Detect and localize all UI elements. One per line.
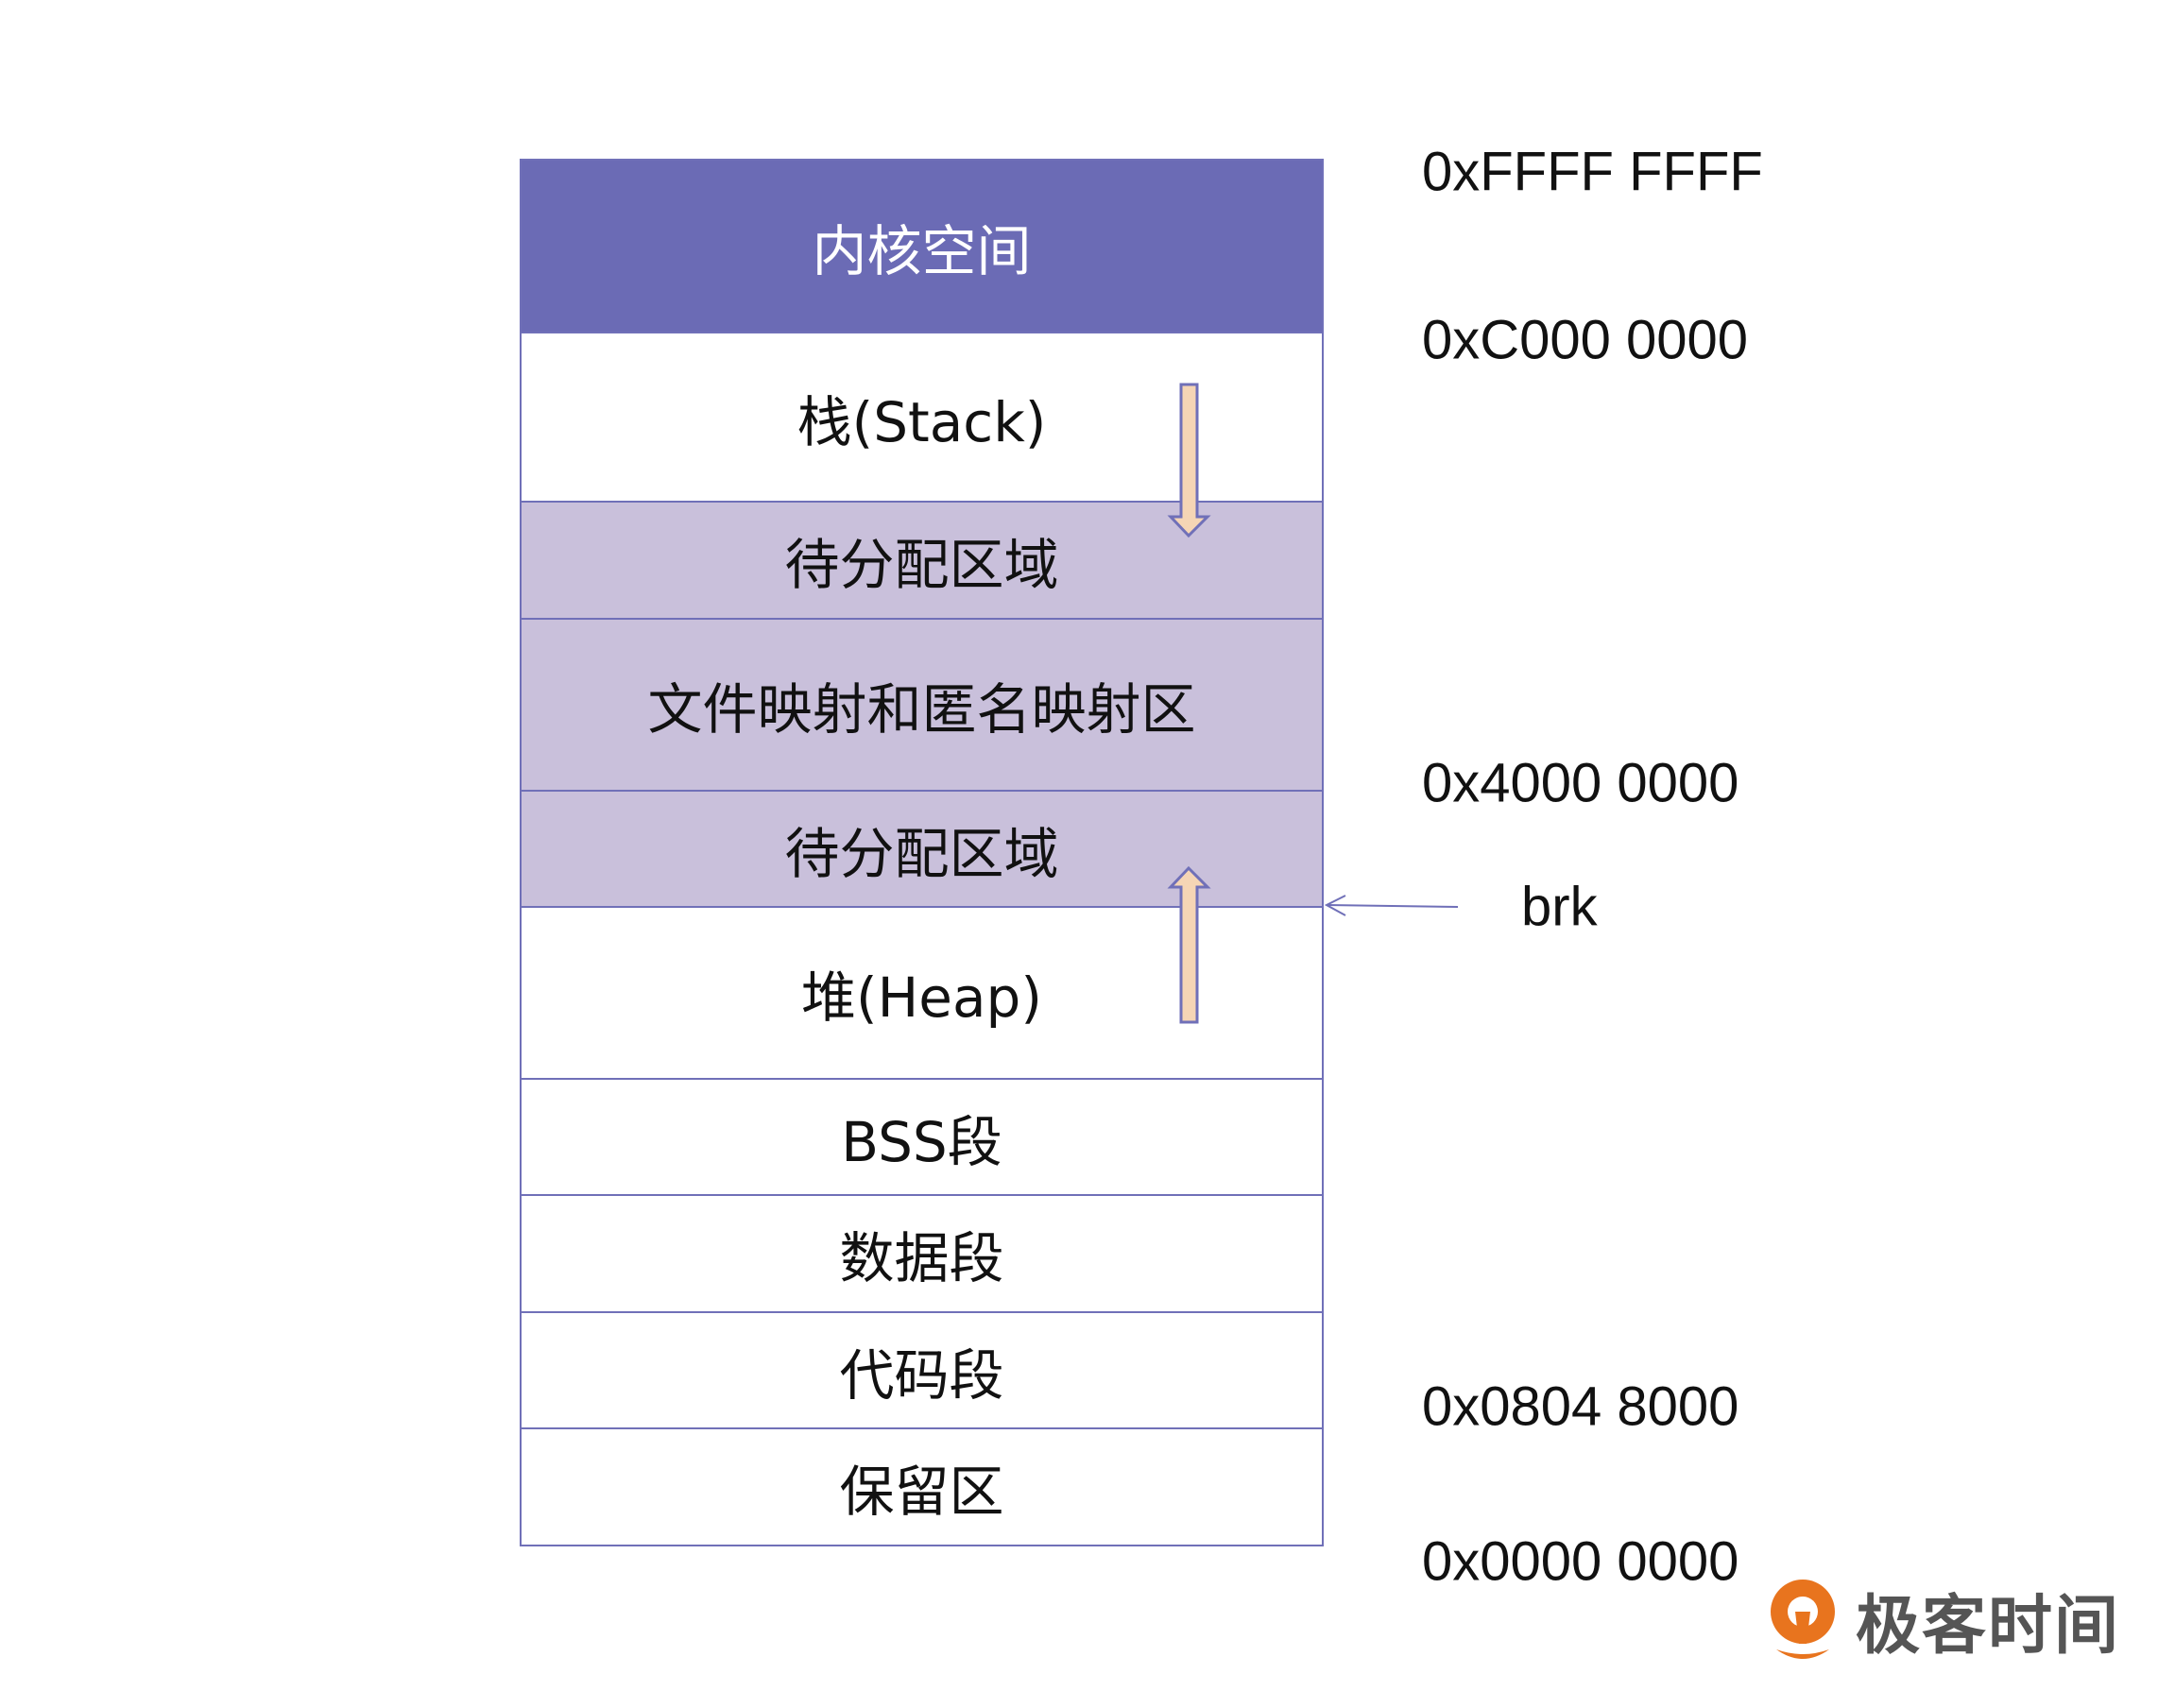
segment-data: 数据段 [520,1194,1324,1313]
segment-label: BSS段 [841,1109,1002,1174]
geektime-logo: 极客时间 [1763,1573,2120,1666]
stack-growth-down-arrow-icon [1167,383,1211,538]
segment-mmap: 文件映射和匿名映射区 [520,618,1324,792]
segment-label: 待分配区域 [784,533,1059,597]
address-kernel-start: 0xC000 0000 [1422,309,1749,371]
address-bottom: 0x0000 0000 [1422,1530,1739,1593]
segment-label: 数据段 [839,1226,1004,1290]
segment-label: 待分配区域 [784,821,1059,886]
address-top: 0xFFFF FFFF [1422,141,1763,203]
segment-label: 保留区 [839,1460,1004,1524]
segment-reserved: 保留区 [520,1427,1324,1546]
geektime-logo-icon [1771,1579,1835,1659]
brk-label: brk [1521,876,1598,938]
segment-bss: BSS段 [520,1078,1324,1196]
address-mmap-start: 0x4000 0000 [1422,752,1739,814]
brk-pointer-arrow-icon [1324,895,1459,916]
segment-label: 栈(Stack) [796,389,1047,454]
segment-label: 文件映射和匿名映射区 [647,677,1196,742]
segment-label: 内核空间 [812,218,1032,283]
segment-label: 代码段 [839,1342,1004,1408]
segment-kernel-space: 内核空间 [520,159,1324,333]
heap-growth-up-arrow-icon [1167,865,1211,1024]
address-code-start: 0x0804 8000 [1422,1375,1739,1438]
segment-code: 代码段 [520,1311,1324,1429]
logo-text: 极客时间 [1856,1589,2121,1664]
segment-label: 堆(Heap) [801,965,1042,1030]
